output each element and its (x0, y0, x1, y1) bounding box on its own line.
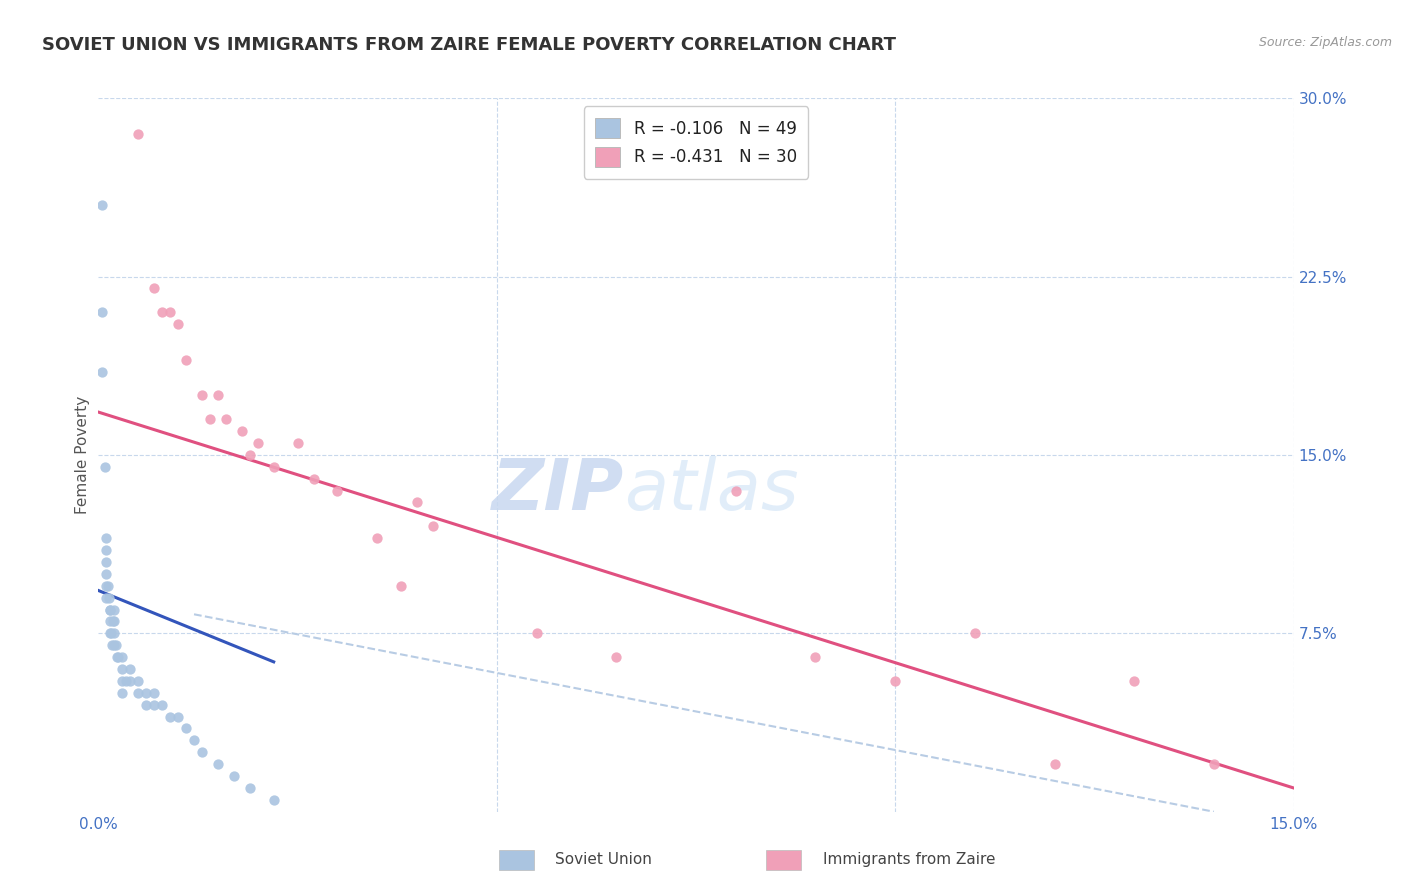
Point (150, 698, 173, 712)
Point (207, 757, 229, 772)
Point (389, 579, 412, 593)
Point (111, 662, 134, 676)
Y-axis label: Female Poverty: Female Poverty (75, 396, 90, 514)
Point (174, 352, 197, 367)
Point (111, 673, 134, 688)
Point (96, 531, 118, 545)
Point (100, 626, 122, 640)
Point (91, 365, 114, 379)
Point (167, 709, 190, 723)
Text: ZIP: ZIP (492, 456, 624, 525)
Point (526, 626, 548, 640)
Point (191, 745, 214, 759)
Point (231, 424, 253, 438)
Point (406, 495, 429, 509)
Point (263, 793, 285, 807)
Point (287, 436, 309, 450)
Point (1202, 757, 1225, 772)
Point (183, 733, 205, 747)
Point (96, 579, 118, 593)
Point (1123, 673, 1146, 688)
Point (605, 650, 627, 665)
Point (96, 591, 118, 605)
Point (105, 650, 128, 665)
Point (111, 686, 134, 700)
Point (96, 566, 118, 581)
Point (263, 459, 285, 474)
Text: SOVIET UNION VS IMMIGRANTS FROM ZAIRE FEMALE POVERTY CORRELATION CHART: SOVIET UNION VS IMMIGRANTS FROM ZAIRE FE… (42, 36, 896, 54)
Point (239, 780, 262, 795)
Point (103, 626, 125, 640)
Point (115, 673, 138, 688)
Point (100, 602, 122, 616)
Point (963, 626, 986, 640)
Point (97, 579, 120, 593)
Text: Source: ZipAtlas.com: Source: ZipAtlas.com (1258, 36, 1392, 49)
Point (191, 388, 214, 402)
Text: Immigrants from Zaire: Immigrants from Zaire (823, 853, 995, 867)
Point (222, 769, 245, 783)
Point (100, 626, 122, 640)
Point (724, 483, 747, 498)
Point (246, 436, 269, 450)
Point (107, 650, 129, 665)
Point (127, 127, 149, 141)
Point (127, 686, 149, 700)
Point (103, 602, 125, 616)
Point (239, 448, 262, 462)
Point (174, 722, 197, 736)
Point (143, 281, 166, 295)
Point (100, 615, 122, 629)
Point (135, 698, 157, 712)
Point (159, 709, 181, 723)
Point (97, 591, 120, 605)
Point (1043, 757, 1066, 772)
Point (103, 615, 125, 629)
Point (127, 673, 149, 688)
Point (103, 638, 125, 652)
Point (120, 673, 142, 688)
Point (159, 305, 181, 319)
Point (120, 662, 142, 676)
Point (366, 531, 388, 545)
Point (422, 519, 444, 533)
Text: Soviet Union: Soviet Union (555, 853, 652, 867)
Text: atlas: atlas (624, 456, 799, 525)
Point (198, 412, 221, 426)
Point (111, 650, 134, 665)
Point (98, 602, 121, 616)
Point (167, 317, 190, 331)
Point (101, 638, 124, 652)
Point (150, 305, 173, 319)
Point (96, 555, 118, 569)
Point (326, 483, 349, 498)
Point (91, 198, 114, 212)
Point (215, 412, 238, 426)
Point (91, 305, 114, 319)
Point (135, 686, 157, 700)
Point (804, 650, 827, 665)
Point (207, 388, 229, 402)
Point (96, 543, 118, 558)
Legend: R = -0.106   N = 49, R = -0.431   N = 30: R = -0.106 N = 49, R = -0.431 N = 30 (583, 106, 808, 178)
Point (143, 698, 166, 712)
Point (143, 686, 166, 700)
Point (101, 615, 124, 629)
Point (302, 472, 325, 486)
Point (884, 673, 907, 688)
Point (94, 459, 117, 474)
Point (104, 638, 127, 652)
